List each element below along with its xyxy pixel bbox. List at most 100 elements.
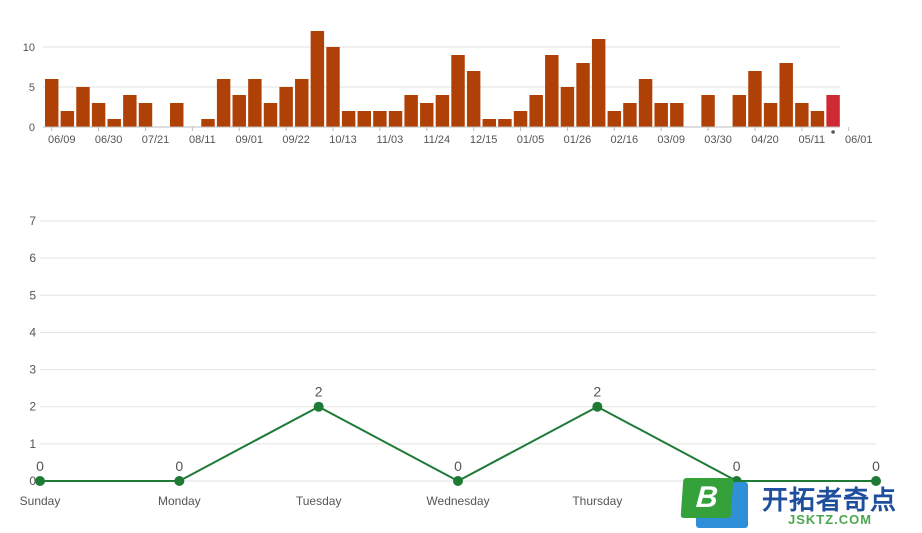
watermark-logo-icon: B [680,476,748,528]
line-data-label: 0 [872,458,880,474]
bar-x-tick-label: 07/21 [142,134,170,146]
bar [248,79,262,127]
bar [138,103,153,127]
bar [498,119,512,127]
bar [623,103,637,127]
bar [60,111,75,127]
bar-y-tick-label: 0 [29,122,35,134]
bar [123,95,137,127]
bar-y-tick-label: 10 [23,42,35,54]
line-data-label: 2 [593,384,601,400]
bar [45,79,59,127]
line-y-tick-label: 4 [29,325,36,339]
bar [91,103,106,127]
watermark: B 开拓者奇点 JSKTZ.COM [680,476,914,528]
bar [310,31,325,127]
bar [670,103,684,127]
bar [810,111,825,127]
line-x-tick-label: Monday [158,494,201,508]
watermark-domain: JSKTZ.COM [788,512,873,527]
bar [826,95,840,127]
bar [779,63,793,127]
line-y-tick-label: 5 [29,288,36,302]
line-data-label: 0 [36,458,44,474]
line-x-tick-label: Sunday [20,494,61,508]
bar-x-tick-label: 06/01 [845,134,873,146]
bar-y-tick-label: 5 [29,82,35,94]
bar [201,119,215,127]
watermark-name: 开拓者奇点 [762,485,898,515]
bar [466,71,481,127]
line-data-label: 0 [733,458,741,474]
bar-x-tick-label: 09/22 [282,134,310,146]
bar [232,95,246,127]
bar [763,103,778,127]
line-y-tick-label: 0 [29,474,36,488]
line-y-tick-label: 2 [29,400,36,414]
bar [529,95,543,127]
bar [404,95,418,127]
bar [263,103,278,127]
bar [607,111,622,127]
bar [732,95,747,127]
bar [482,119,497,127]
bar-x-tick-label: 02/16 [611,134,639,146]
line-point [453,476,463,486]
bar [545,55,559,127]
bar [326,47,340,127]
bar-x-tick-label: 06/09 [48,134,76,146]
line-point [313,401,324,412]
bar-x-tick-label: 03/09 [657,134,685,146]
line-y-tick-label: 6 [29,251,36,265]
bar [107,119,121,127]
bar [451,55,465,127]
bar-x-tick-label: 09/01 [235,134,263,146]
bar [435,95,450,127]
line-data-label: 0 [175,458,183,474]
bar [76,87,90,127]
line-data-label: 2 [315,384,323,400]
line-point [871,476,881,486]
bar [701,95,715,127]
bar-highlight-marker [831,130,835,134]
bar-x-tick-label: 06/30 [95,134,123,146]
bar [279,87,293,127]
bar-x-tick-label: 10/13 [329,134,357,146]
bar-chart: 0 5 10 06/09 06/30 07/21 08/11 09/01 09/22 10/13 1… [23,31,873,146]
bar [420,103,434,127]
bar [576,63,590,127]
line-point [35,476,45,486]
bar [373,111,387,127]
bar [748,71,762,127]
bar-x-tick-label: 08/11 [189,134,216,146]
line-point [174,476,185,486]
bar [357,111,371,127]
bar-x-tick-label: 03/30 [704,134,732,146]
bar-x-tick-label: 01/26 [564,134,592,146]
bar-x-tick-label: 11/24 [423,134,450,146]
bar-x-tick-label: 11/03 [377,134,404,146]
line-y-tick-label: 3 [29,363,36,377]
bar-x-tick-label: 04/20 [751,134,779,146]
line-x-tick-label: Tuesday [296,494,342,508]
bar-x-tick-label: 05/11 [798,134,825,146]
line-x-tick-label: Thursday [572,494,622,508]
bar-x-tick-label: 12/15 [470,134,498,146]
bar [170,103,184,127]
bar [638,79,653,127]
line-y-tick-label: 7 [29,214,36,228]
bar [591,39,606,127]
bar [513,111,528,127]
line-x-tick-label: Wednesday [426,494,489,508]
bar [654,103,668,127]
line-y-tick-label: 1 [29,437,36,451]
bar [295,79,309,127]
bar [216,79,231,127]
bar [560,87,575,127]
bar [795,103,809,127]
line-data-label: 0 [454,458,462,474]
line-point [592,401,603,412]
bar [341,111,356,127]
bar-x-tick-label: 01/05 [517,134,545,146]
